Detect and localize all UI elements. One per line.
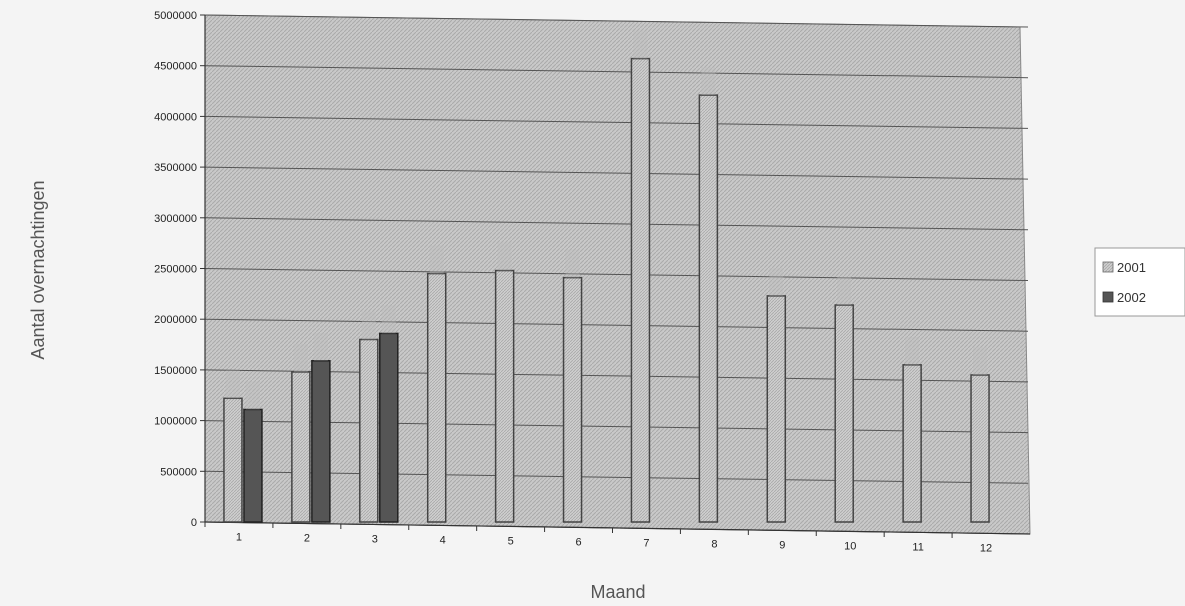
gridline (204, 166, 1029, 180)
gridline (204, 318, 1029, 332)
bar-shadow (361, 311, 376, 340)
bars (223, 30, 990, 523)
y-tick-label: 500000 (160, 466, 197, 478)
bar-2001-month-7 (630, 57, 651, 523)
gridline (204, 115, 1029, 129)
x-tick-label: 1 (236, 532, 242, 544)
x-tick-label: 2 (304, 533, 310, 545)
x-tick-label: 8 (711, 539, 717, 551)
x-tick-label: 6 (575, 537, 581, 549)
y-tick-label: 3500000 (154, 162, 197, 174)
bar-2001-month-10 (834, 304, 854, 523)
bar-shadow (701, 67, 716, 96)
bar-shadow (293, 343, 308, 372)
gridline (204, 420, 1029, 434)
y-axis-ticks: 0 500000 1000000 1500000 2000000 2500000 30000… (154, 10, 1031, 535)
y-tick-label: 0 (191, 517, 197, 529)
bar-shadow (633, 30, 648, 59)
legend-label-2002: 2002 (1117, 290, 1146, 305)
x-tick-label: 11 (912, 542, 923, 554)
gridline (204, 268, 1029, 281)
bar-shadow (905, 336, 920, 365)
legend-box (1094, 247, 1185, 317)
bar-2001-month-11 (902, 364, 922, 523)
x-axis-label: Maand (590, 582, 645, 602)
x-tick-label: 3 (372, 534, 378, 546)
x-tick-label: 7 (643, 538, 649, 550)
gridline (204, 369, 1029, 383)
gridline (204, 65, 1029, 79)
y-tick-label: 4500000 (154, 61, 197, 73)
plot-area (204, 14, 1031, 535)
bar-2001-month-4 (426, 272, 447, 523)
legend-swatch-2002 (1102, 291, 1114, 303)
bar-shadow (429, 245, 444, 274)
y-tick-label: 4000000 (154, 111, 197, 123)
y-tick-label: 5000000 (154, 10, 197, 22)
bar-2001-month-1 (223, 397, 243, 523)
bar-shadow (245, 381, 260, 410)
bar-shadow (497, 242, 512, 271)
x-axis-ticks: 1 2 3 4 5 6 7 8 9 10 11 12 (204, 522, 992, 555)
bar-2001-month-6 (562, 276, 583, 523)
y-axis-label: Aantal overnachtingen (28, 180, 48, 359)
bar-2001-month-9 (766, 295, 787, 523)
bar-2001-month-5 (494, 269, 515, 523)
legend-label-2001: 2001 (1117, 260, 1146, 275)
x-axis-line (204, 521, 1031, 535)
x-tick-label: 10 (844, 541, 856, 553)
x-tick-label: 9 (779, 540, 785, 552)
y-tick-label: 1000000 (154, 416, 197, 428)
bar-2002-month-2 (311, 360, 331, 523)
bar-shadow (973, 346, 988, 375)
y-tick-label: 2000000 (154, 314, 197, 326)
bar-shadow (313, 332, 328, 361)
x-tick-label: 4 (440, 535, 446, 547)
bar-shadow (769, 267, 784, 296)
x-tick-label: 5 (508, 536, 514, 548)
y-tick-label: 3000000 (154, 213, 197, 225)
bar-2001-month-3 (359, 338, 379, 523)
legend-swatch-2001 (1102, 261, 1114, 273)
bar-2002-month-1 (243, 408, 263, 523)
bar-shadow (225, 370, 240, 399)
legend: 2001 2002 (1094, 247, 1185, 317)
y-tick-label: 1500000 (154, 365, 197, 377)
gridline (204, 217, 1029, 231)
bar-shadow (565, 249, 580, 278)
gridline (204, 14, 1029, 28)
x-tick-label: 12 (980, 543, 992, 555)
bar-2001-month-12 (970, 374, 990, 523)
bar-2001-month-2 (291, 371, 311, 523)
bar-shadow (837, 277, 852, 306)
gridline (204, 470, 1029, 484)
y-tick-label: 2500000 (154, 264, 197, 276)
bar-2001-month-8 (698, 94, 719, 523)
bar-2002-month-3 (379, 332, 399, 523)
bar-shadow (381, 305, 396, 334)
